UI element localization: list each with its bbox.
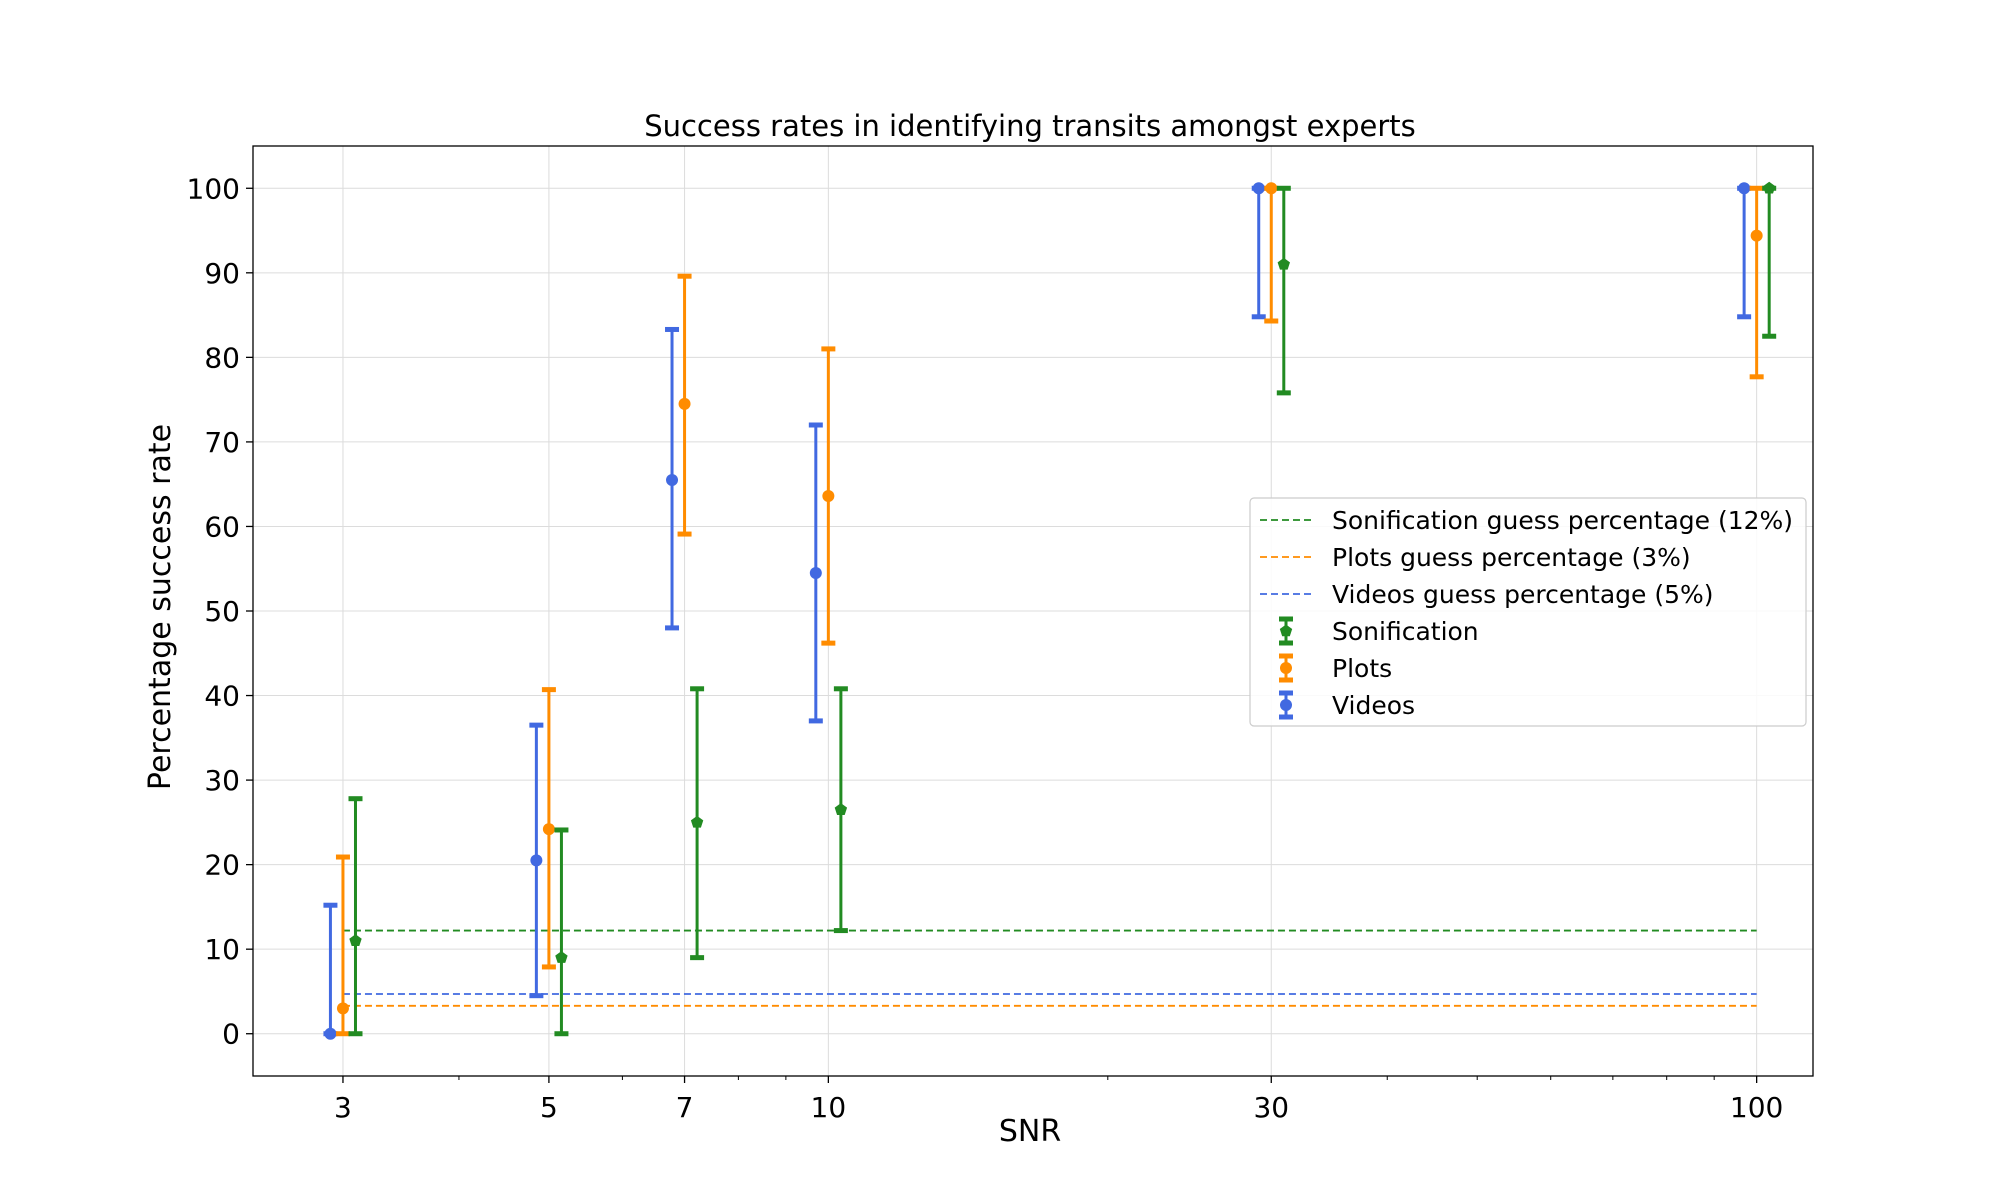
legend-label: Sonification guess percentage (12%) — [1332, 506, 1793, 535]
marker — [530, 854, 543, 867]
minor-ticks — [458, 1076, 1715, 1080]
data-point — [1276, 185, 1291, 396]
legend-item: Sonification — [1279, 616, 1479, 646]
marker — [555, 951, 568, 963]
chart-title: Success rates in identifying transits am… — [644, 109, 1416, 143]
x-tick-label: 10 — [811, 1091, 847, 1124]
y-tick-label: 30 — [204, 764, 240, 797]
legend-item: Videos — [1279, 690, 1415, 720]
x-axis-title: SNR — [999, 1114, 1061, 1149]
x-tick-label: 100 — [1730, 1091, 1783, 1124]
y-tick-label: 50 — [204, 595, 240, 628]
marker — [690, 815, 704, 828]
legend-label: Plots — [1332, 654, 1392, 683]
data-point — [1737, 182, 1752, 320]
marker — [336, 1002, 349, 1015]
legend-swatch-marker — [1280, 699, 1292, 711]
marker — [809, 566, 822, 579]
data-point — [821, 346, 836, 646]
data-point — [554, 827, 569, 1037]
x-tick-label: 30 — [1253, 1091, 1289, 1124]
y-tick-label: 100 — [187, 172, 240, 205]
data-point — [1264, 182, 1279, 324]
legend-label: Videos — [1332, 691, 1415, 720]
legend-label: Videos guess percentage (5%) — [1332, 580, 1714, 609]
legend-label: Sonification — [1332, 617, 1479, 646]
data-point — [665, 326, 680, 631]
error-bar-series — [323, 181, 1777, 1040]
data-point — [1251, 182, 1266, 320]
marker — [349, 934, 362, 946]
legend-swatch — [1279, 653, 1293, 683]
reference-lines — [342, 929, 1757, 1007]
data-point — [335, 854, 350, 1037]
data-point — [690, 686, 705, 961]
marker — [1277, 257, 1290, 270]
series-sonification — [348, 181, 1777, 1037]
legend-frame — [1249, 497, 1807, 727]
y-tick-label: 40 — [204, 680, 240, 713]
marker — [834, 803, 848, 815]
series-plots — [335, 182, 1764, 1037]
marker — [1750, 229, 1763, 242]
marker — [822, 490, 835, 503]
legend-item: Plots — [1279, 653, 1392, 683]
legend-swatch — [1279, 690, 1293, 720]
legend-label: Plots guess percentage (3%) — [1332, 543, 1691, 572]
y-tick-label: 60 — [204, 510, 240, 543]
series-videos — [323, 182, 1752, 1040]
legend-swatch-marker — [1279, 624, 1293, 637]
x-tick-label: 7 — [676, 1091, 694, 1124]
legend-item: Plots guess percentage (3%) — [1260, 543, 1691, 572]
data-point — [529, 722, 544, 999]
legend-item: Sonification guess percentage (12%) — [1260, 506, 1793, 535]
x-axis: 3 5 7 10 30 100 — [334, 1076, 1783, 1124]
y-tick-label: 0 — [222, 1018, 240, 1051]
y-tick-label: 20 — [204, 849, 240, 882]
y-axis: 0 10 20 30 40 50 60 70 80 90 100 — [187, 172, 253, 1051]
marker — [1252, 182, 1265, 195]
y-tick-label: 80 — [204, 341, 240, 374]
marker — [1738, 182, 1751, 195]
data-point — [348, 796, 363, 1037]
legend-swatch — [1279, 616, 1293, 646]
marker — [324, 1027, 337, 1040]
data-point — [677, 273, 692, 537]
marker — [678, 397, 691, 410]
y-tick-label: 10 — [204, 933, 240, 966]
data-point — [541, 687, 556, 970]
x-tick-label: 5 — [540, 1091, 558, 1124]
data-point — [323, 902, 338, 1040]
y-tick-label: 70 — [204, 426, 240, 459]
legend-item: Videos guess percentage (5%) — [1260, 580, 1714, 609]
data-point — [833, 686, 848, 934]
legend-swatch-marker — [1280, 662, 1292, 674]
data-point — [1749, 185, 1764, 380]
marker — [1763, 181, 1776, 194]
x-tick-label: 3 — [334, 1091, 352, 1124]
marker — [1265, 182, 1278, 195]
data-point — [1762, 181, 1777, 339]
marker — [666, 473, 679, 486]
y-axis-title: Percentage success rate — [143, 424, 178, 790]
legend: Sonification guess percentage (12%) Plots… — [1249, 497, 1807, 727]
marker — [542, 823, 555, 836]
y-tick-label: 90 — [204, 257, 240, 290]
data-point — [808, 422, 823, 724]
